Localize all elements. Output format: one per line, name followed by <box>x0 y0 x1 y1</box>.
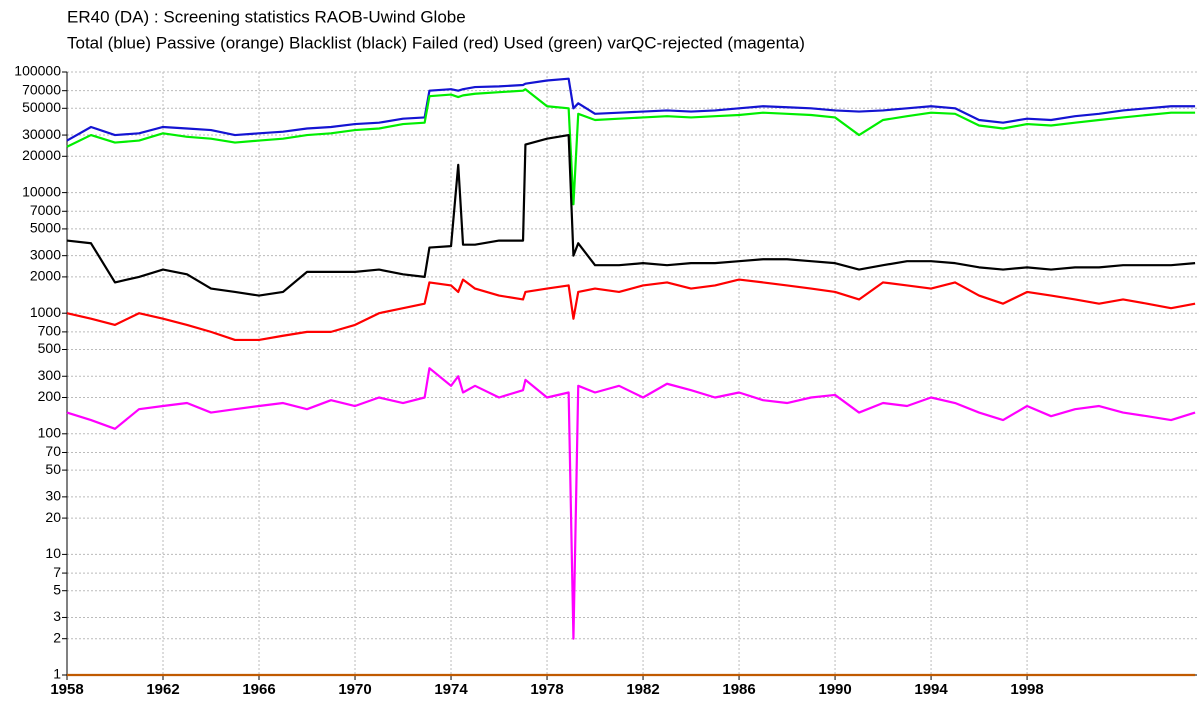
y-tick-label: 70000 <box>22 81 61 97</box>
y-tick-label: 7 <box>53 564 61 580</box>
y-tick-label: 30 <box>45 488 61 504</box>
y-tick-label: 1 <box>53 666 61 682</box>
y-tick-label: 500 <box>38 340 62 356</box>
chart-title: ER40 (DA) : Screening statistics RAOB-Uw… <box>67 7 466 26</box>
x-tick-label: 1990 <box>818 681 851 698</box>
y-tick-label: 100000 <box>14 63 61 79</box>
y-tick-label: 70 <box>45 443 61 459</box>
y-tick-label: 300 <box>38 367 62 383</box>
y-tick-label: 10000 <box>22 183 61 199</box>
x-tick-label: 1970 <box>338 681 371 698</box>
x-tick-label: 1986 <box>722 681 755 698</box>
y-tick-label: 50 <box>45 461 61 477</box>
x-tick-label: 1978 <box>530 681 563 698</box>
x-tick-label: 1966 <box>242 681 275 698</box>
series-line <box>66 77 1196 142</box>
series-line <box>66 278 1196 342</box>
y-tick-label: 30000 <box>22 126 61 142</box>
x-tick-label: 1962 <box>146 681 179 698</box>
y-tick-label: 2 <box>53 629 61 645</box>
y-tick-label: 5 <box>53 581 61 597</box>
y-tick-label: 1000 <box>30 304 61 320</box>
x-tick-label: 1982 <box>626 681 659 698</box>
y-tick-label: 5000 <box>30 220 61 236</box>
y-tick-label: 10 <box>45 545 61 561</box>
y-tick-label: 20000 <box>22 147 61 163</box>
series-line <box>66 367 1196 640</box>
x-tick-label: 1994 <box>914 681 948 698</box>
y-tick-label: 200 <box>38 388 62 404</box>
x-tick-label: 1974 <box>434 681 468 698</box>
x-tick-label: 1998 <box>1010 681 1043 698</box>
y-tick-label: 50000 <box>22 99 61 115</box>
series-line <box>66 133 1196 297</box>
y-tick-label: 3 <box>53 608 61 624</box>
y-tick-label: 100 <box>38 425 62 441</box>
chart-subtitle: Total (blue) Passive (orange) Blacklist … <box>67 33 805 52</box>
y-tick-label: 3000 <box>30 246 61 262</box>
y-tick-label: 7000 <box>30 202 61 218</box>
y-tick-label: 700 <box>38 323 62 339</box>
y-tick-label: 20 <box>45 509 61 525</box>
y-tick-label: 2000 <box>30 268 61 284</box>
x-tick-label: 1958 <box>50 681 83 698</box>
series-line <box>66 88 1196 206</box>
